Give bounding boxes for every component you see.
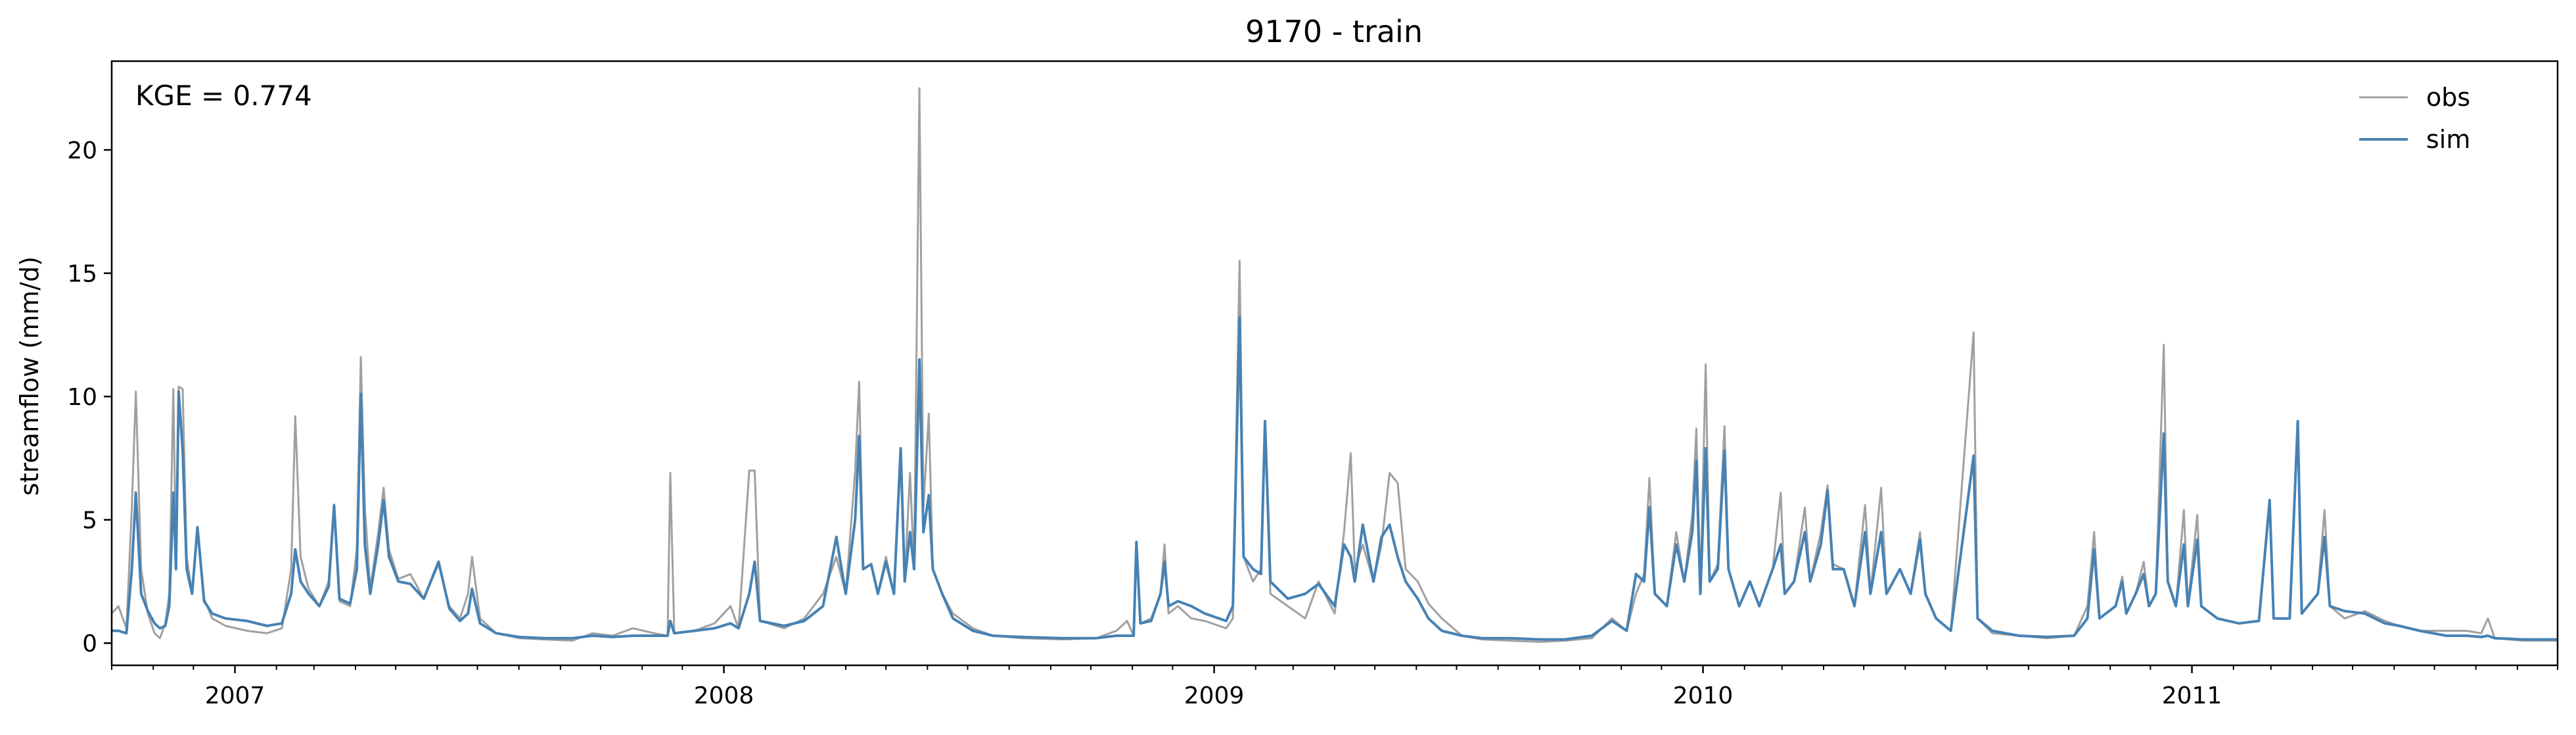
x-tick-label: 2010: [1673, 682, 1734, 709]
chart-title: 9170 - train: [1245, 14, 1423, 49]
kge-annotation: KGE = 0.774: [135, 80, 312, 112]
y-axis: 0 5 10 15 20: [67, 137, 112, 657]
plot-frame: [110, 60, 2559, 667]
y-tick-label: 10: [67, 384, 97, 411]
legend: obs sim: [2359, 83, 2470, 154]
x-tick-label: 2011: [2162, 682, 2222, 709]
y-tick-label: 0: [82, 630, 97, 657]
x-tick-label: 2007: [205, 682, 265, 709]
y-tick-label: 5: [82, 508, 97, 534]
x-tick-label: 2009: [1184, 682, 1245, 709]
series-layer: [110, 87, 2558, 643]
legend-label-obs: obs: [2426, 83, 2470, 112]
series-line-sim: [112, 316, 2558, 641]
legend-label-sim: sim: [2426, 125, 2470, 154]
y-tick-label: 20: [67, 137, 97, 164]
y-tick-label: 15: [67, 261, 97, 288]
y-axis-label: streamflow (mm/d): [15, 256, 44, 496]
x-axis: 2007 2008 2009 2010 2011: [111, 665, 2558, 709]
plot-area: 0 5 10 15 20 2007 2008 2009 2010 2011: [67, 60, 2559, 709]
x-tick-label: 2008: [694, 682, 754, 709]
